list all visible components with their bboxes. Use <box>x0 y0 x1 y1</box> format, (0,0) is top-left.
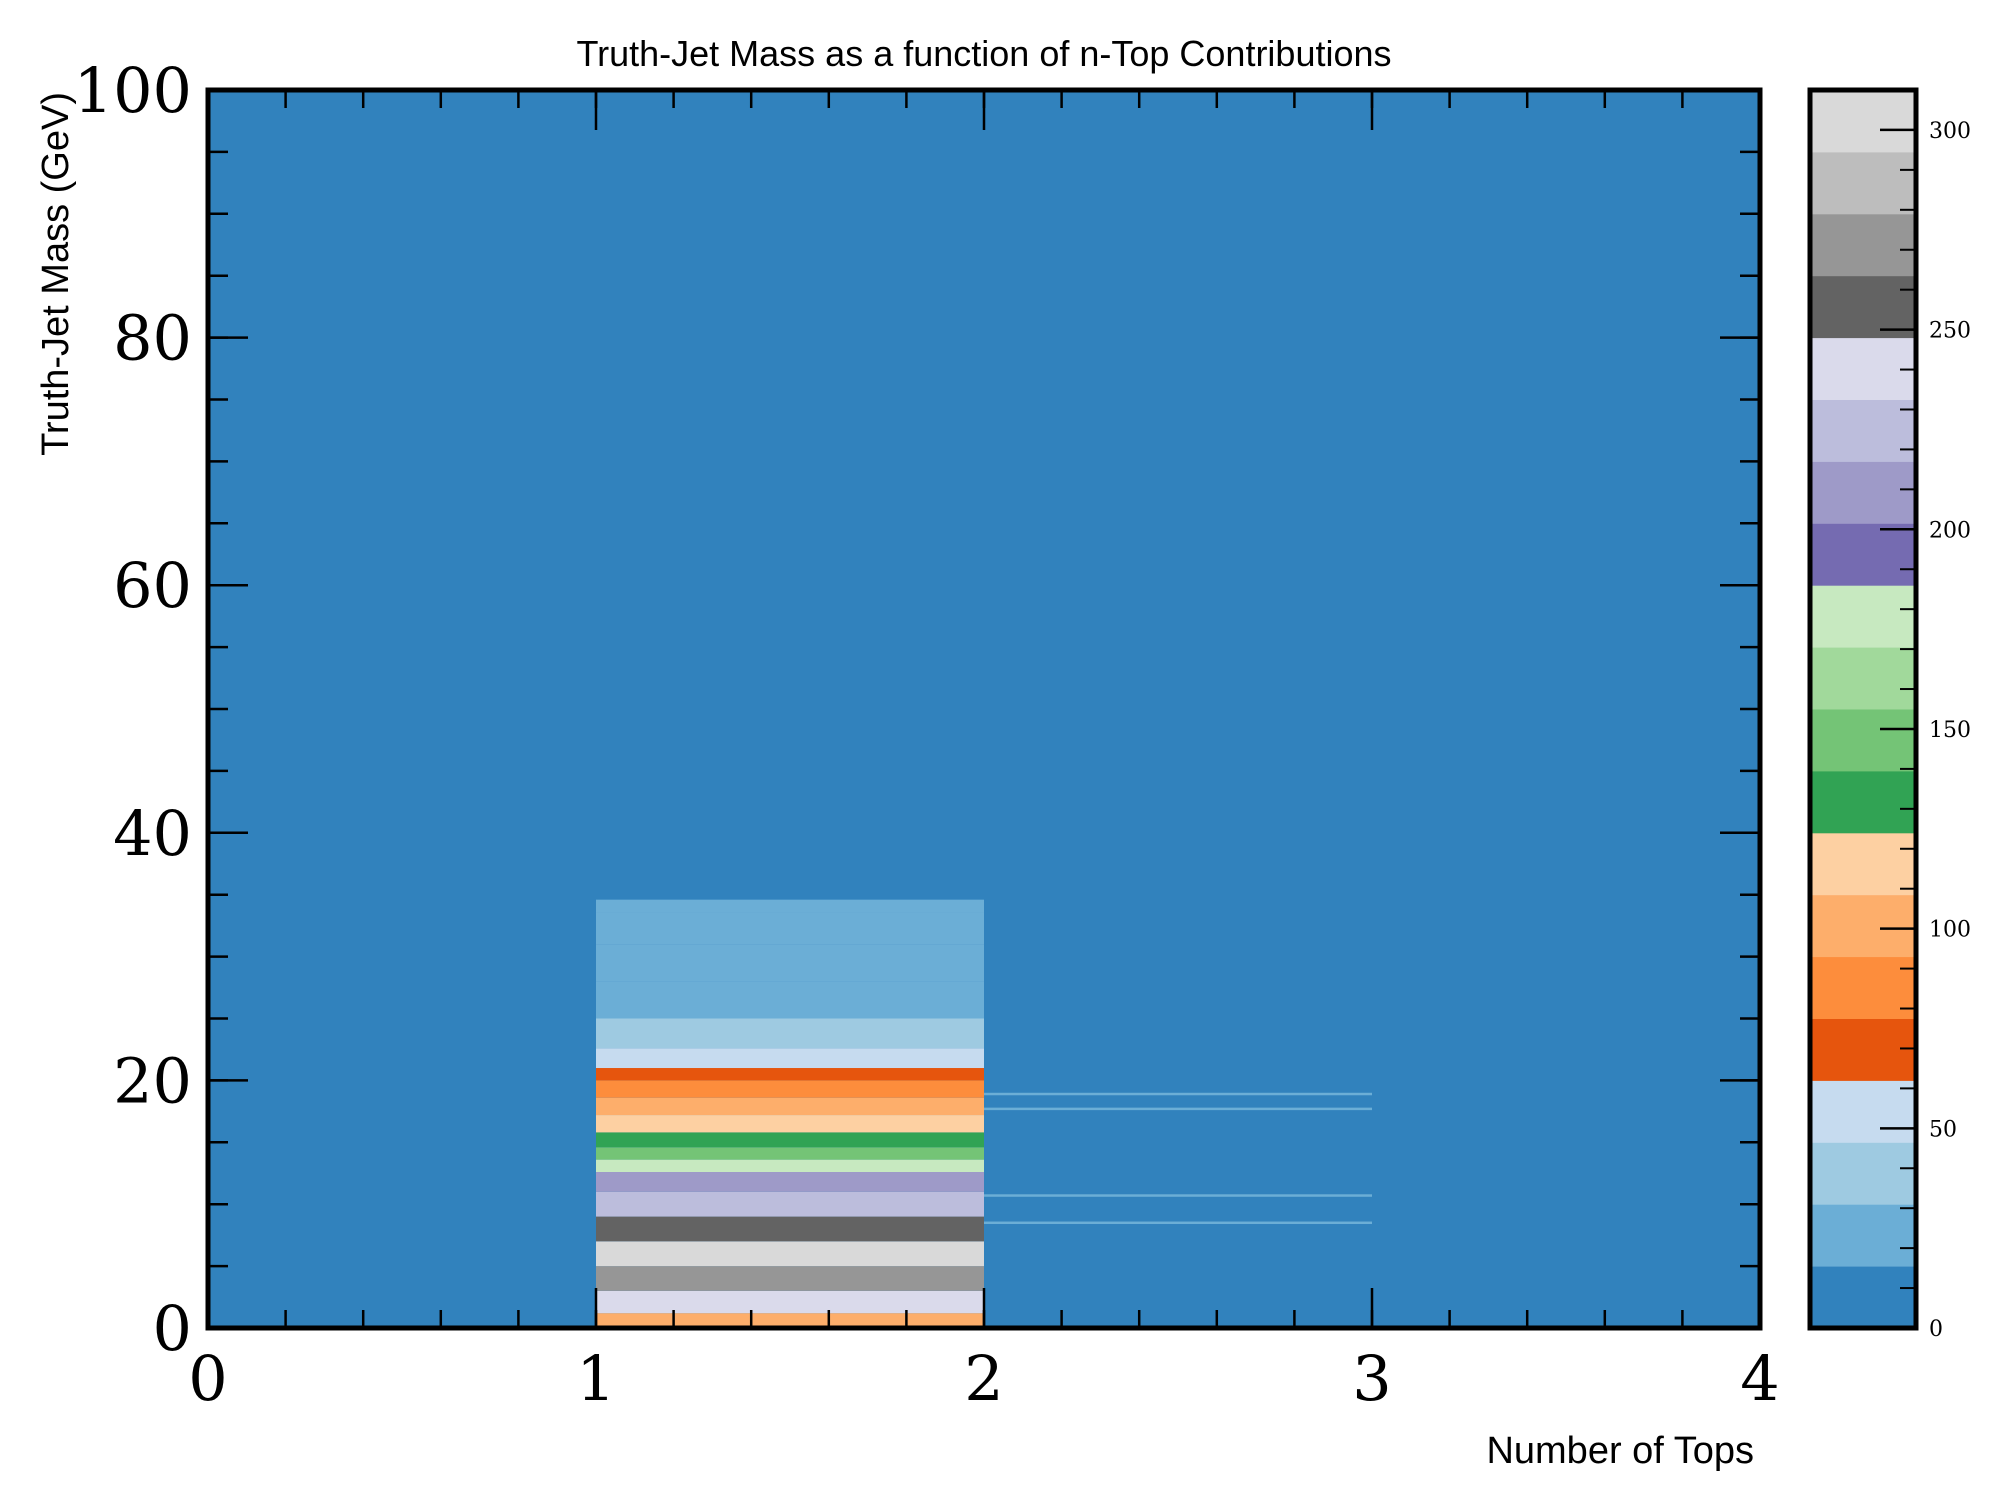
colorbar-segment <box>1810 337 1916 400</box>
x-axis-label: Number of Tops <box>1486 1430 1754 1472</box>
y-tick-label: 100 <box>74 54 192 127</box>
heatmap-cell <box>596 944 984 982</box>
colorbar-segment <box>1810 1080 1916 1143</box>
heatmap-cell <box>596 1115 984 1133</box>
heatmap-cell <box>984 1107 1372 1111</box>
colorbar-segment <box>1810 213 1916 277</box>
colorbar-tick-label: 250 <box>1929 319 1971 344</box>
plot-cells <box>208 90 1760 1328</box>
colorbar-segment <box>1810 523 1916 586</box>
heatmap-cell <box>596 1159 984 1173</box>
colorbar-segment <box>1810 1204 1916 1267</box>
y-tick-label: 80 <box>113 302 192 375</box>
heatmap-cell <box>596 1241 984 1267</box>
colorbar-segment <box>1810 461 1916 524</box>
heatmap-cell <box>596 1068 984 1081</box>
plot-frame <box>205 87 1763 1331</box>
heatmap-cell <box>596 1191 984 1217</box>
colorbar-segment <box>1810 399 1916 462</box>
y-tick-label: 0 <box>153 1292 192 1365</box>
x-tick-label: 0 <box>188 1342 227 1415</box>
colorbar-tick-label: 100 <box>1929 918 1971 943</box>
y-tick-label: 20 <box>113 1044 192 1117</box>
heatmap-cell <box>596 1290 984 1314</box>
heatmap-cell <box>596 1097 984 1116</box>
y-tick-label: 40 <box>113 797 192 870</box>
colorbar-tick-label: 150 <box>1929 718 1971 743</box>
colorbar-segment <box>1810 90 1916 153</box>
colorbar-frame <box>1807 87 1919 1331</box>
colorbar-segment <box>1810 1018 1916 1081</box>
heatmap-cell <box>596 1216 984 1242</box>
heatmap-cell <box>596 1132 984 1148</box>
colorbar-tick-label: 0 <box>1929 1317 1943 1342</box>
y-tick-label: 60 <box>113 549 192 622</box>
heatmap-cell <box>596 912 984 945</box>
colorbar-tick-label: 300 <box>1929 119 1971 144</box>
heatmap-cell <box>596 1313 984 1328</box>
colorbar: 0 50 100 150 200 250 300 <box>1810 90 1971 1342</box>
heatmap-cell <box>596 1266 984 1291</box>
heatmap-cell <box>596 1018 984 1049</box>
heatmap-cell <box>596 1080 984 1098</box>
x-tick-label: 2 <box>964 1342 1003 1415</box>
heatmap-cell <box>596 899 984 913</box>
heatmap-cell <box>984 1092 1372 1096</box>
heatmap-cell <box>984 1194 1372 1197</box>
colorbar-segment <box>1810 1142 1916 1205</box>
heatmap-cell <box>596 981 984 1019</box>
x-tick-label: 4 <box>1740 1342 1779 1415</box>
heatmap-cell <box>596 1147 984 1160</box>
x-tick-label: 3 <box>1352 1342 1391 1415</box>
chart-title: Truth-Jet Mass as a function of n-Top Co… <box>576 33 1391 74</box>
colorbar-segment <box>1810 770 1916 834</box>
colorbar-tick-label: 50 <box>1929 1117 1957 1142</box>
colorbar-segment <box>1810 647 1916 710</box>
colorbar-segment <box>1810 832 1916 896</box>
heatmap-cell <box>984 1221 1372 1225</box>
colorbar-segment <box>1810 275 1916 339</box>
colorbar-segment <box>1810 894 1916 958</box>
colorbar-segment <box>1810 709 1916 772</box>
colorbar-segment <box>1810 585 1916 648</box>
colorbar-segment <box>1810 956 1916 1019</box>
colorbar-segment <box>1810 1266 1916 1329</box>
heatmap-cell <box>596 1172 984 1192</box>
heatmap-cell <box>596 1048 984 1069</box>
colorbar-segment <box>1810 151 1916 215</box>
x-tick-label: 1 <box>576 1342 615 1415</box>
y-axis-label: Truth-Jet Mass (GeV) <box>35 92 77 456</box>
colorbar-tick-label: 200 <box>1929 518 1971 543</box>
